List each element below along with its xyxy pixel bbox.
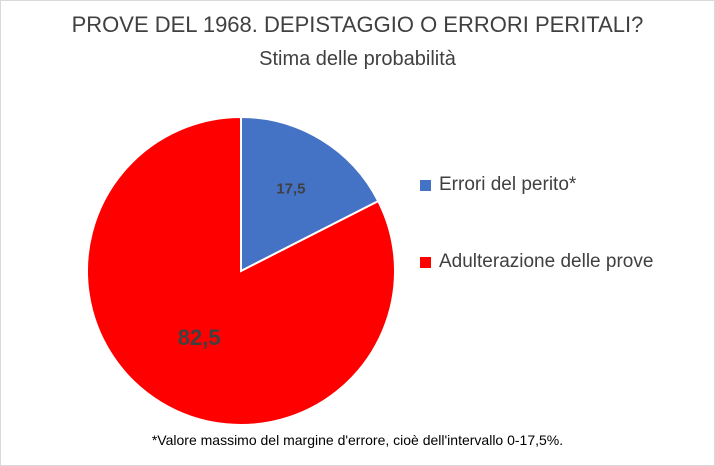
legend-item-adulterazione: Adulterazione delle prove [420,247,653,277]
data-label-0: 17,5 [276,181,305,198]
legend-label-errori: Errori del perito* [439,174,577,195]
legend-item-errori: Errori del perito* [420,170,653,200]
chart-subtitle: Stima delle probabilità [259,48,456,70]
pie-slice-0 [240,115,380,273]
data-label-1: 82,5 [178,325,221,350]
pie-slice-1 [86,115,396,426]
chart-legend: Errori del perito* Adulterazione delle p… [420,170,653,277]
chart-footnote: *Valore massimo del margine d'errore, ci… [151,432,564,448]
legend-label-adulterazione: Adulterazione delle prove [439,251,654,272]
legend-swatch-red [420,256,431,268]
chart-title: PROVE DEL 1968. DEPISTAGGIO O ERRORI PER… [71,12,644,37]
legend-swatch-blue [420,179,431,191]
